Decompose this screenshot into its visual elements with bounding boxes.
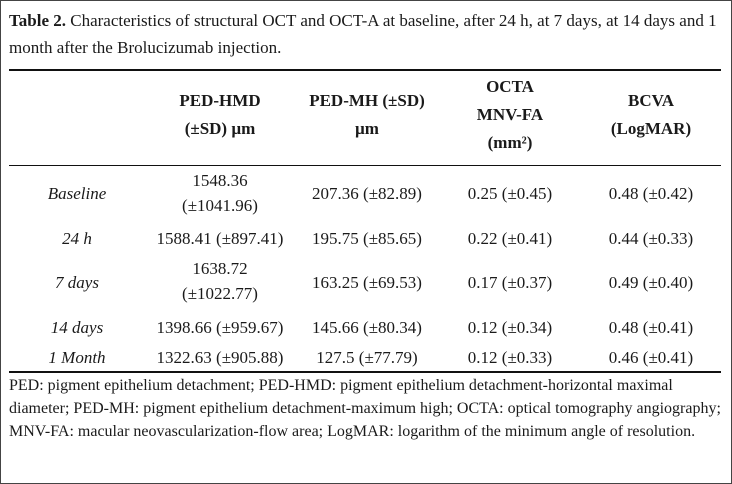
cell-bcva: 0.46 (±0.41) — [608, 348, 694, 367]
caption-text: Characteristics of structural OCT and OC… — [9, 11, 717, 57]
header-ped-mh: PED-MH (±SD) µm — [295, 87, 439, 143]
row-label: 7 days — [55, 273, 99, 292]
cell-ped-mh: 195.75 (±85.65) — [312, 229, 422, 248]
cell-octa: 0.12 (±0.34) — [467, 318, 553, 337]
cell-octa: 0.17 (±0.37) — [467, 273, 553, 292]
cell-line: 1638.72 — [192, 259, 248, 278]
cell-octa: 0.25 (±0.45) — [467, 184, 553, 203]
cell-ped-hmd: 1548.36 (±1041.96) — [145, 168, 295, 218]
cell-ped-hmd: 1322.63 (±905.88) — [156, 348, 284, 367]
cell-ped-mh: 163.25 (±69.53) — [312, 273, 422, 292]
cell-line: 1548.36 — [192, 171, 248, 190]
cell-octa: 0.22 (±0.41) — [467, 229, 553, 248]
cell-ped-hmd: 1398.66 (±959.67) — [156, 318, 284, 337]
cell-ped-hmd: 1638.72 (±1022.77) — [145, 256, 295, 306]
header-line: OCTA — [486, 77, 534, 96]
table-caption: Table 2. Characteristics of structural O… — [9, 7, 725, 61]
header-line: (mm²) — [487, 133, 533, 152]
row-label: 1 Month — [48, 348, 106, 367]
cell-ped-mh: 127.5 (±77.79) — [316, 348, 418, 367]
header-ped-hmd: PED-HMD (±SD) µm — [145, 87, 295, 143]
cell-ped-mh: 207.36 (±82.89) — [312, 184, 422, 203]
header-line: BCVA — [628, 91, 674, 110]
header-rule — [9, 165, 721, 166]
top-rule — [9, 69, 721, 71]
cell-bcva: 0.49 (±0.40) — [608, 273, 694, 292]
row-label: 24 h — [62, 229, 92, 248]
header-bcva: BCVA (LogMAR) — [581, 87, 721, 143]
cell-bcva: 0.48 (±0.41) — [608, 318, 694, 337]
cell-bcva: 0.44 (±0.33) — [608, 229, 694, 248]
caption-label: Table 2. — [9, 11, 67, 30]
cell-line: (±1022.77) — [182, 284, 258, 303]
cell-bcva: 0.48 (±0.42) — [608, 184, 694, 203]
table-footnote: PED: pigment epithelium detachment; PED-… — [9, 377, 721, 440]
header-octa: OCTA MNV-FA (mm²) — [439, 73, 581, 157]
header-line: µm — [355, 119, 379, 138]
bottom-rule — [9, 371, 721, 373]
cell-line: (±1041.96) — [182, 196, 258, 215]
header-line: (±SD) µm — [184, 119, 256, 138]
header-line: PED-MH (±SD) — [309, 91, 425, 110]
row-label: Baseline — [47, 184, 107, 203]
header-line: (LogMAR) — [610, 119, 692, 138]
row-label: 14 days — [50, 318, 104, 337]
header-line: PED-HMD — [179, 91, 261, 110]
cell-ped-mh: 145.66 (±80.34) — [312, 318, 422, 337]
cell-octa: 0.12 (±0.33) — [467, 348, 553, 367]
header-line: MNV-FA — [476, 105, 544, 124]
cell-ped-hmd: 1588.41 (±897.41) — [156, 229, 284, 248]
